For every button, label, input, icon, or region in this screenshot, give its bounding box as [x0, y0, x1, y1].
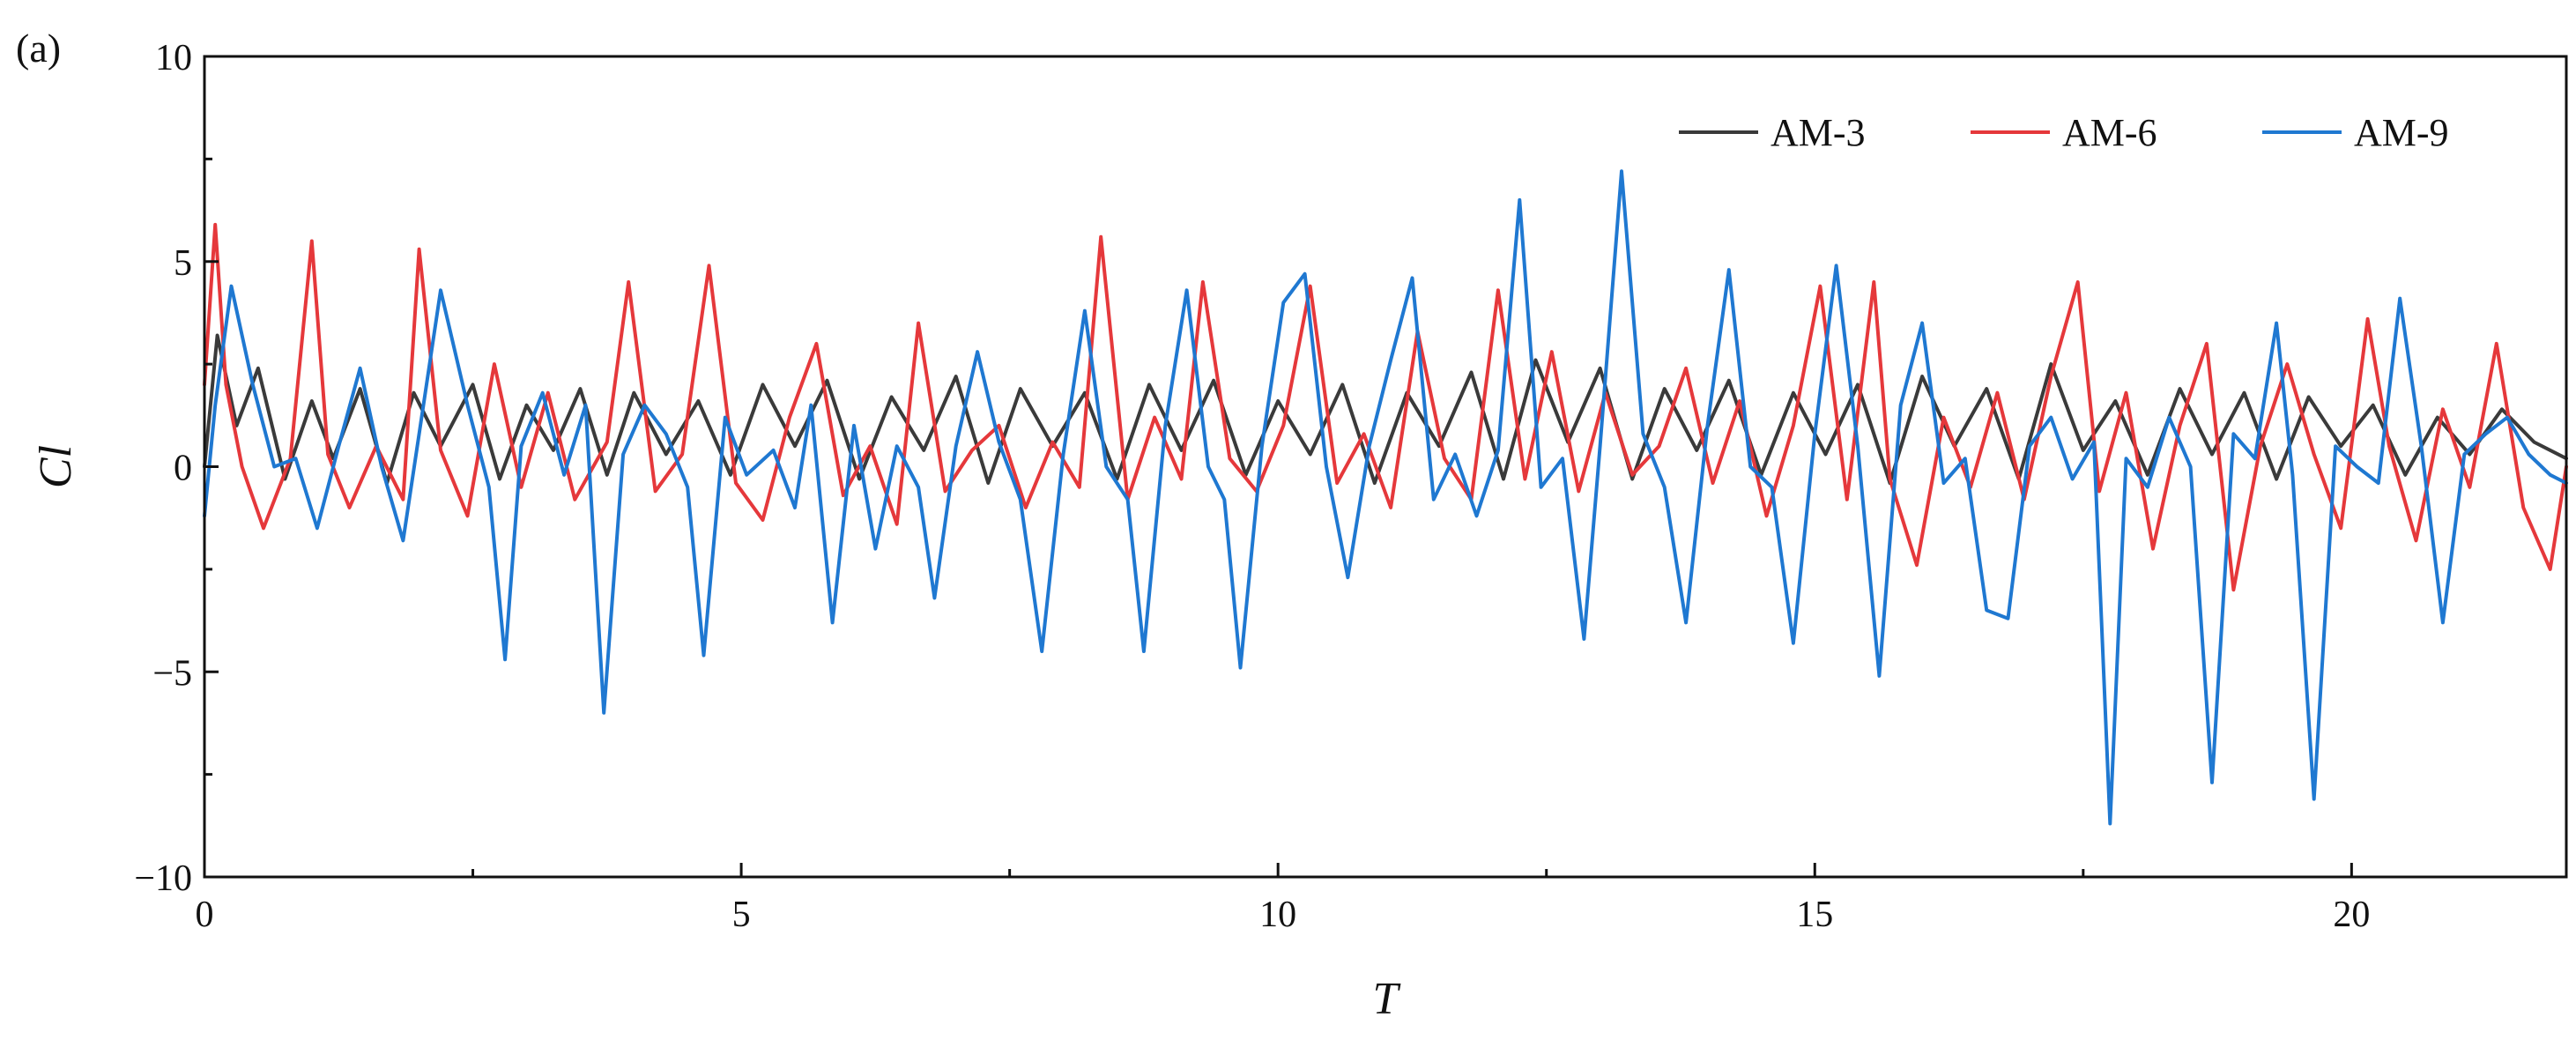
legend-item-am-6: AM-6: [1971, 111, 2157, 154]
y-tick-label: 5: [174, 243, 192, 284]
tick-labels-layer: 0 5 10 15 20 −10 −5 0 5 10: [134, 38, 2370, 935]
series-line-am-3: [203, 333, 2568, 486]
x-tick-label: 5: [732, 895, 751, 935]
legend: AM-3 AM-6 AM-9: [1679, 111, 2449, 154]
legend-item-am-3: AM-3: [1679, 111, 1866, 154]
legend-label: AM-9: [2354, 111, 2449, 154]
x-tick-label: 20: [2333, 895, 2370, 935]
ticks-layer: [203, 55, 2353, 879]
series-line-am-9: [203, 169, 2568, 826]
y-tick-label: −10: [134, 858, 192, 899]
series-layer: [203, 169, 2568, 826]
x-tick-label: 0: [196, 895, 214, 935]
x-axis-title: T: [1373, 974, 1401, 1024]
series-line-am-6: [203, 222, 2568, 592]
plot-frame: [203, 55, 2568, 879]
y-tick-label: 0: [174, 449, 192, 489]
x-tick-label: 10: [1259, 895, 1296, 935]
y-tick-label: −5: [152, 653, 192, 694]
panel-label: (a): [16, 26, 61, 71]
legend-item-am-9: AM-9: [2262, 111, 2449, 154]
legend-label: AM-6: [2062, 111, 2157, 154]
x-tick-label: 15: [1796, 895, 1833, 935]
legend-label: AM-3: [1771, 111, 1866, 154]
y-tick-label: 10: [155, 38, 192, 78]
y-axis-title: Cl: [31, 445, 81, 488]
